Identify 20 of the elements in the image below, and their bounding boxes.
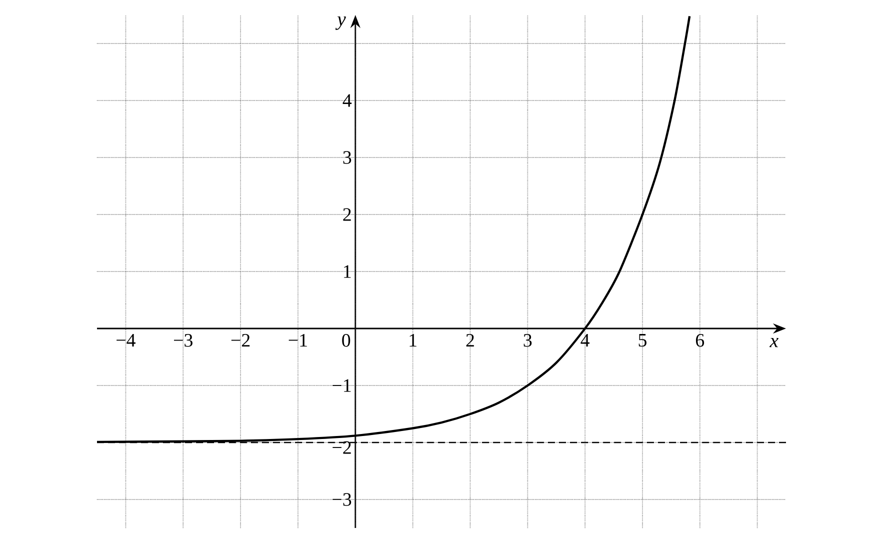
y-tick-label: −3 xyxy=(332,493,352,506)
y-tick-label: −2 xyxy=(332,441,351,454)
x-tick-label: 1 xyxy=(410,334,416,347)
x-tick-label: 6 xyxy=(696,334,704,347)
x-tick-label: −1 xyxy=(288,334,307,347)
x-tick-label: −2 xyxy=(231,334,250,347)
x-tick-label: 2 xyxy=(466,334,474,347)
x-tick-label: −4 xyxy=(116,334,136,346)
y-tick-label: 3 xyxy=(343,151,352,164)
y-tick-label: 1 xyxy=(344,265,351,278)
x-tick-label: 4 xyxy=(580,334,590,346)
x-tick-label: 3 xyxy=(524,334,532,347)
x-tick-label: 5 xyxy=(638,334,646,347)
x-axis-title: x xyxy=(769,338,778,348)
y-tick-label: 2 xyxy=(343,208,351,221)
x-tick-label: 0 xyxy=(342,334,350,347)
y-tick-label: 4 xyxy=(342,94,352,107)
y-tick-label: −1 xyxy=(332,379,351,392)
x-tick-label: −3 xyxy=(174,334,192,347)
y-axis-title: y xyxy=(335,16,346,30)
